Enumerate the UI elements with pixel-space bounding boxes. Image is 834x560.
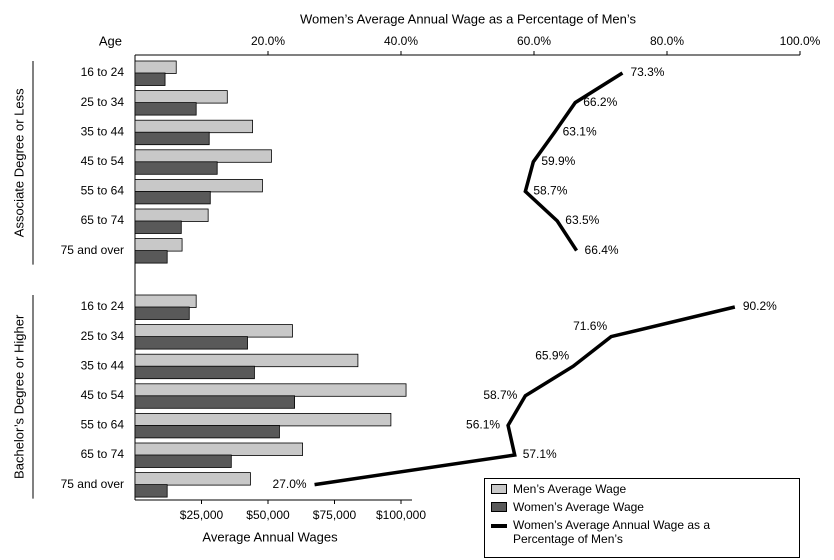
data-label: 71.6% xyxy=(573,319,607,333)
legend-text: Women’s Average Wage xyxy=(513,500,644,514)
bar xyxy=(134,442,303,456)
ratio-line xyxy=(314,305,736,487)
y-tick-label: 65 to 74 xyxy=(81,213,125,227)
group-label: Bachelor’s Degree or Higher xyxy=(11,314,26,479)
x2-tick-label: 100.0% xyxy=(780,34,821,48)
legend-text: Men’s Average Wage xyxy=(513,482,627,496)
y-tick-label: 16 to 24 xyxy=(81,65,125,79)
bar xyxy=(134,149,272,163)
legend-text: Women’s Average Annual Wage as a Percent… xyxy=(513,518,711,546)
bar xyxy=(134,454,232,468)
legend-item: Women’s Average Wage xyxy=(491,500,793,514)
data-label: 63.5% xyxy=(565,213,599,227)
bar xyxy=(134,336,248,350)
legend-swatch xyxy=(491,502,507,512)
x-tick-label: $75,000 xyxy=(313,508,357,522)
bar xyxy=(134,238,183,252)
data-label: 66.4% xyxy=(585,243,619,257)
y-tick-label: 25 to 34 xyxy=(81,329,125,343)
bar xyxy=(134,412,392,427)
bar xyxy=(134,472,251,486)
y-tick-label: 35 to 44 xyxy=(81,358,125,372)
data-label: 90.2% xyxy=(743,299,777,313)
y-tick-label: 75 and over xyxy=(61,477,124,491)
data-label: 63.1% xyxy=(563,124,597,138)
y-axis-label: Age xyxy=(99,33,122,48)
bar xyxy=(134,353,359,368)
x2-tick-label: 20.0% xyxy=(251,34,285,48)
data-label: 58.7% xyxy=(533,184,567,198)
y-tick-label: 25 to 34 xyxy=(81,95,125,109)
bar xyxy=(134,250,168,264)
y-tick-label: 55 to 64 xyxy=(81,418,125,432)
data-label: 27.0% xyxy=(273,477,307,491)
data-label: 73.3% xyxy=(630,65,664,79)
y-tick-label: 45 to 54 xyxy=(81,154,125,168)
bar xyxy=(134,484,168,498)
y-tick-label: 75 and over xyxy=(61,243,124,257)
legend-swatch xyxy=(491,484,507,494)
group-label: Associate Degree or Less xyxy=(11,88,26,237)
data-label: 58.7% xyxy=(483,388,517,402)
y-tick-label: 55 to 64 xyxy=(81,184,125,198)
x-tick-label: $25,000 xyxy=(180,508,224,522)
bar xyxy=(134,190,211,205)
x-tick-label: $50,000 xyxy=(246,508,290,522)
bar xyxy=(134,119,253,134)
x2-tick-label: 80.0% xyxy=(650,34,684,48)
bar xyxy=(134,324,293,338)
ratio-line xyxy=(523,71,624,252)
bar xyxy=(134,220,182,234)
bar xyxy=(134,60,177,74)
bar xyxy=(134,161,218,175)
x-axis-label: Average Annual Wages xyxy=(202,529,338,544)
bar xyxy=(134,90,228,104)
data-label: 56.1% xyxy=(466,418,500,432)
y-tick-label: 16 to 24 xyxy=(81,299,125,313)
legend: Men’s Average Wage Women’s Average Wage Wo… xyxy=(484,478,800,558)
legend-item: Women’s Average Annual Wage as a Percent… xyxy=(491,518,793,546)
bar xyxy=(134,131,210,146)
bar xyxy=(134,208,209,222)
y-tick-label: 45 to 54 xyxy=(81,388,125,402)
bar xyxy=(134,306,190,320)
data-label: 66.2% xyxy=(583,95,617,109)
bar xyxy=(134,395,296,409)
bar xyxy=(134,294,197,308)
data-label: 59.9% xyxy=(541,154,575,168)
bar xyxy=(134,365,255,380)
x-tick-label: $100,000 xyxy=(376,508,426,522)
bar xyxy=(134,424,280,439)
chart-title: Women’s Average Annual Wage as a Percent… xyxy=(300,11,637,26)
bar xyxy=(134,383,407,397)
bar xyxy=(134,72,166,86)
legend-swatch xyxy=(491,524,507,528)
y-tick-label: 35 to 44 xyxy=(81,124,125,138)
data-label: 57.1% xyxy=(523,447,557,461)
y-tick-label: 65 to 74 xyxy=(81,447,125,461)
x2-tick-label: 40.0% xyxy=(384,34,418,48)
data-label: 65.9% xyxy=(535,348,569,362)
legend-item: Men’s Average Wage xyxy=(491,482,793,496)
bar xyxy=(134,102,197,116)
x2-tick-label: 60.0% xyxy=(517,34,551,48)
bar xyxy=(134,178,263,193)
